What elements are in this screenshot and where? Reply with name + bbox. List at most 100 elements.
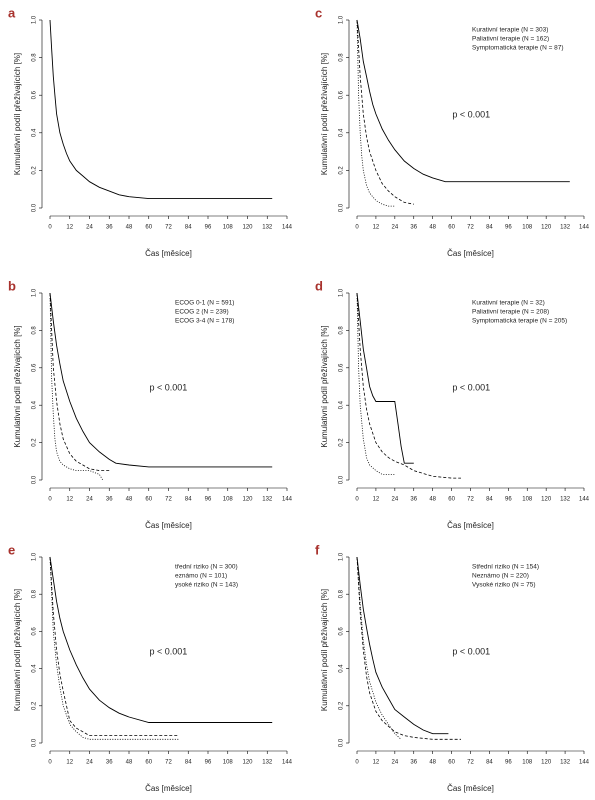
x-tick-label: 12 [373, 225, 380, 231]
y-axis-label: Kumulativní podíl přežívajících [%] [13, 325, 22, 447]
x-axis-label: Čas [měsíce] [447, 521, 494, 530]
y-tick-label: 0.0 [32, 738, 38, 747]
x-tick-label: 120 [541, 225, 552, 231]
x-tick-label: 144 [282, 225, 293, 231]
x-tick-label: 60 [448, 760, 455, 766]
x-tick-label: 12 [373, 497, 380, 503]
legend-entry: ECOG 0-1 (N = 591) [175, 300, 234, 307]
x-tick-label: 60 [145, 760, 152, 766]
x-tick-label: 0 [48, 760, 52, 766]
y-tick-label: 1.0 [32, 552, 38, 561]
x-tick-label: 36 [410, 225, 417, 231]
survival-curve [356, 556, 402, 740]
x-tick-label: 0 [355, 760, 359, 766]
x-tick-label: 24 [391, 225, 398, 231]
survival-curve [356, 19, 570, 183]
y-axis-label: Kumulativní podíl přežívajících [%] [320, 589, 329, 711]
y-tick-label: 0.2 [339, 438, 345, 447]
legend-entry: třední riziko (N = 300) [175, 564, 238, 571]
survival-curve [356, 292, 414, 464]
x-axis-label: Čas [měsíce] [145, 784, 192, 793]
survival-curve [49, 556, 179, 740]
x-tick-label: 96 [505, 497, 512, 503]
p-value: p < 0.001 [150, 382, 188, 392]
y-tick-label: 0.8 [339, 326, 345, 335]
y-tick-label: 0.8 [32, 589, 38, 598]
x-tick-label: 0 [48, 497, 52, 503]
survival-curve [356, 556, 461, 740]
x-tick-label: 60 [448, 497, 455, 503]
x-tick-label: 48 [126, 760, 133, 766]
x-axis-label: Čas [měsíce] [447, 784, 494, 793]
survival-curve [356, 292, 461, 479]
x-tick-label: 108 [223, 225, 234, 231]
y-tick-label: 0.4 [32, 664, 38, 673]
y-tick-label: 0.0 [32, 203, 38, 212]
y-tick-label: 0.8 [339, 589, 345, 598]
x-tick-label: 132 [262, 497, 273, 503]
x-tick-label: 84 [486, 760, 493, 766]
y-tick-label: 0.4 [339, 128, 345, 137]
x-tick-label: 12 [66, 497, 73, 503]
y-tick-label: 0.4 [339, 400, 345, 409]
legend-entry: Neznámo (N = 220) [472, 573, 529, 580]
x-tick-label: 84 [185, 497, 192, 503]
y-tick-label: 0.6 [32, 363, 38, 372]
x-tick-label: 120 [242, 497, 253, 503]
y-tick-label: 0.8 [32, 53, 38, 62]
x-tick-label: 84 [486, 225, 493, 231]
legend-entry: Symptomatická terapie (N = 205) [472, 318, 567, 325]
x-tick-label: 72 [165, 760, 172, 766]
y-tick-label: 0.6 [339, 363, 345, 372]
survival-curve [49, 556, 179, 736]
y-tick-label: 0.0 [339, 738, 345, 747]
y-tick-label: 0.0 [339, 203, 345, 212]
x-tick-label: 144 [282, 760, 293, 766]
p-value: p < 0.001 [150, 646, 188, 656]
y-tick-label: 1.0 [339, 552, 345, 561]
y-tick-label: 0.4 [32, 400, 38, 409]
y-tick-label: 0.6 [339, 627, 345, 636]
y-axis-label: Kumulativní podíl přežívajících [%] [13, 589, 22, 711]
x-tick-label: 60 [448, 225, 455, 231]
x-tick-label: 120 [541, 760, 552, 766]
x-tick-label: 108 [223, 760, 234, 766]
x-tick-label: 108 [223, 497, 234, 503]
x-tick-label: 96 [505, 760, 512, 766]
x-tick-label: 60 [145, 497, 152, 503]
x-axis-label: Čas [měsíce] [145, 521, 192, 530]
legend-entry: ECOG 2 (N = 239) [175, 309, 229, 316]
x-tick-label: 132 [262, 225, 273, 231]
x-tick-label: 120 [541, 497, 552, 503]
legend-entry: Symptomatická terapie (N = 87) [472, 45, 564, 52]
y-tick-label: 1.0 [339, 15, 345, 24]
x-tick-label: 108 [522, 225, 533, 231]
legend-entry: Střední riziko (N = 154) [472, 564, 539, 571]
legend-entry: eznámo (N = 101) [175, 573, 227, 580]
x-tick-label: 84 [185, 225, 192, 231]
x-tick-label: 0 [355, 497, 359, 503]
x-tick-label: 36 [106, 497, 113, 503]
x-tick-label: 12 [373, 760, 380, 766]
survival-curve [49, 556, 273, 723]
x-tick-label: 36 [410, 760, 417, 766]
x-tick-label: 60 [145, 225, 152, 231]
y-tick-label: 0.2 [32, 166, 38, 175]
y-tick-label: 0.2 [32, 701, 38, 710]
x-tick-label: 72 [165, 497, 172, 503]
x-tick-label: 0 [355, 225, 359, 231]
p-value: p < 0.001 [452, 109, 490, 119]
y-tick-label: 0.4 [339, 664, 345, 673]
y-tick-label: 1.0 [32, 15, 38, 24]
x-tick-label: 144 [282, 497, 293, 503]
y-axis-label: Kumulativní podíl přežívajících [%] [320, 325, 329, 447]
x-tick-label: 108 [522, 497, 533, 503]
x-tick-label: 72 [165, 225, 172, 231]
x-tick-label: 144 [579, 760, 590, 766]
y-tick-label: 0.0 [339, 475, 345, 484]
y-tick-label: 0.8 [339, 53, 345, 62]
survival-curve [356, 19, 395, 207]
survival-curve [49, 19, 273, 200]
y-tick-label: 0.2 [339, 701, 345, 710]
